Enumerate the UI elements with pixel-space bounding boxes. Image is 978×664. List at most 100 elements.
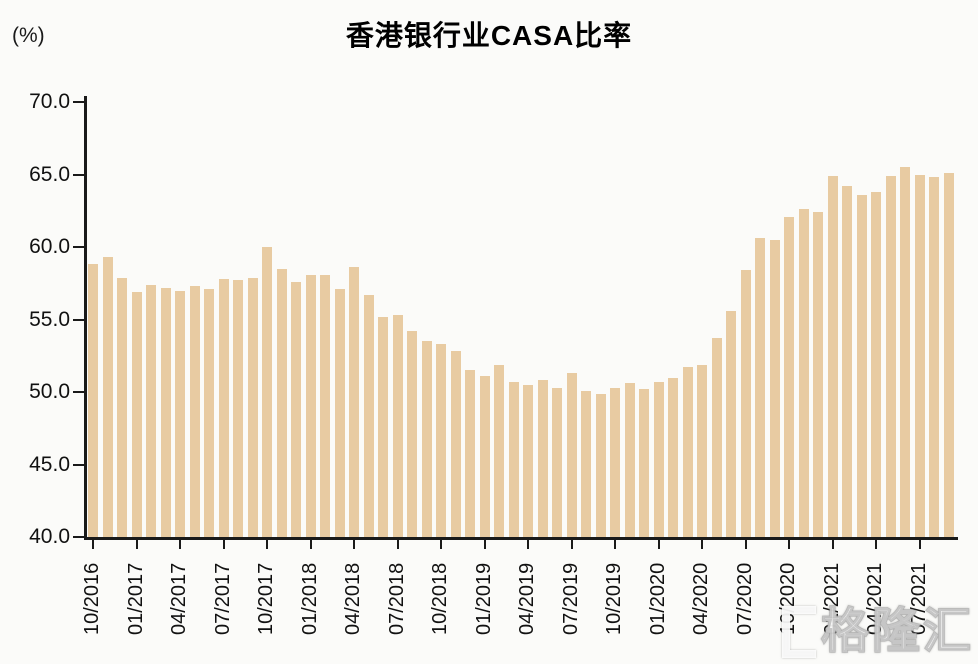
bar [813,212,823,537]
bar [929,177,939,537]
x-tick-mark [309,540,312,549]
x-tick-mark [657,540,660,549]
bar [624,383,635,537]
bar [349,267,359,537]
bar [682,367,693,537]
bar [146,284,156,537]
x-tick-label: 10/2017 [255,562,277,635]
bar [247,277,258,537]
bar [421,341,432,538]
bar [479,376,490,537]
bar [726,310,736,537]
x-tick-label: 04/2019 [516,562,538,635]
bar [537,380,548,537]
bar [508,381,519,537]
x-tick-label: 01/2017 [124,562,147,635]
y-tick-mark [73,173,85,176]
x-tick-label: 07/2017 [211,562,234,635]
x-tick-label: 10/2019 [603,562,625,635]
x-tick-label: 10/2018 [429,562,451,635]
bar [755,238,765,537]
bar [740,270,751,537]
bar [595,393,606,537]
x-tick-mark [92,540,94,549]
y-axis-unit-label: (%) [12,24,45,47]
bar [204,289,214,537]
bar [943,173,954,537]
bar [131,292,142,537]
x-tick-mark [875,540,877,549]
bar [276,268,287,538]
x-tick-label: 07/2019 [559,562,582,635]
bar [871,191,881,537]
bar [102,257,113,537]
y-tick-label: 55.0 [29,307,70,331]
bar [610,387,620,537]
bar [392,315,403,537]
x-tick-mark [527,540,529,549]
x-tick-mark [396,540,399,549]
bar [117,277,127,537]
bar [711,338,722,537]
x-tick-mark [918,540,921,549]
y-tick-label: 40.0 [29,525,70,548]
x-tick-mark [353,540,355,549]
bar [697,364,707,537]
bar [334,289,345,537]
y-tick-mark [73,391,85,393]
x-tick-mark [266,540,268,549]
x-tick-mark [135,540,138,549]
bar [88,264,98,537]
x-tick-mark [440,540,442,549]
bar [189,286,200,537]
y-tick-mark [73,246,85,248]
bar [218,278,229,537]
bar [175,290,185,537]
x-tick-mark [744,540,747,549]
y-tick-label: 50.0 [29,380,70,403]
y-tick-label: 65.0 [29,162,70,186]
bar [653,381,664,537]
bar [407,331,417,537]
x-tick-mark [701,540,703,549]
y-tick-mark [73,536,85,538]
bar [262,247,272,537]
bar [552,387,562,537]
bar [233,280,243,537]
bar [668,377,678,537]
bar [320,274,330,537]
bar [523,384,533,538]
x-tick-label: 07/2018 [385,562,408,635]
bar [566,373,577,537]
bar [798,209,809,537]
y-tick-label: 45.0 [29,452,70,476]
x-tick-mark [614,540,616,549]
bar [900,167,910,538]
bar [914,174,925,537]
watermark-gelonghui: 格隆汇 [781,602,974,662]
x-tick-label: 01/2020 [646,562,669,635]
x-tick-mark [570,540,573,549]
bar [305,274,316,537]
x-axis-line [84,537,958,540]
bar [378,316,388,537]
bar [363,294,374,537]
bar [842,186,852,537]
watermark-bracket-icon [781,606,816,658]
x-tick-label: 07/2020 [733,562,756,635]
bar [856,194,867,537]
y-tick-label: 60.0 [29,235,70,258]
x-tick-label: 04/2018 [342,562,364,635]
x-tick-label: 04/2020 [690,562,712,635]
y-tick-mark [73,101,85,103]
x-tick-label: 04/2017 [168,562,190,635]
x-tick-mark [831,540,834,549]
chart-title: 香港银行业CASA比率 [345,20,633,51]
bar [769,239,780,538]
x-tick-mark [179,540,181,549]
bar [465,370,475,538]
bar [885,175,896,537]
bar [827,175,838,537]
